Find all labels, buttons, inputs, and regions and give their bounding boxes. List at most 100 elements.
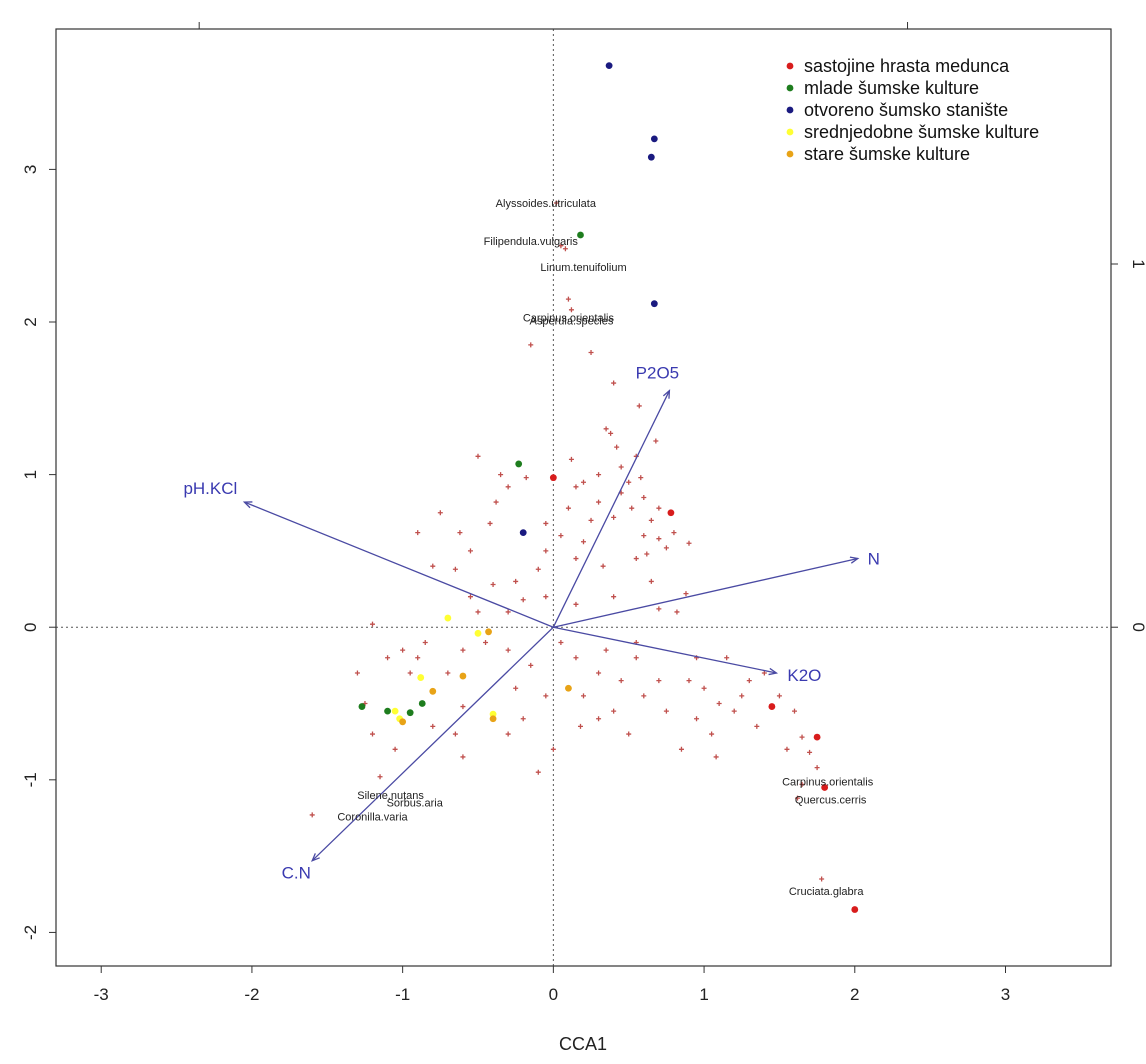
species-point bbox=[400, 647, 406, 653]
vector-label: N bbox=[868, 550, 880, 569]
species-label: Linum.tenuifolium bbox=[540, 262, 626, 274]
species-point bbox=[739, 693, 745, 699]
species-point bbox=[799, 734, 805, 740]
species-point bbox=[611, 594, 617, 600]
species-point bbox=[674, 609, 680, 615]
legend-swatch bbox=[786, 62, 794, 70]
species-point bbox=[370, 731, 375, 737]
legend-label: otvoreno šumsko stanište bbox=[804, 100, 1008, 120]
site-point bbox=[650, 135, 658, 143]
species-point bbox=[452, 731, 458, 737]
species-point bbox=[636, 403, 642, 409]
species-point bbox=[784, 746, 790, 752]
species-point bbox=[467, 548, 473, 554]
species-label: Asperula.species bbox=[530, 315, 614, 327]
species-point bbox=[422, 639, 428, 645]
species-point bbox=[633, 655, 639, 661]
species-point bbox=[475, 453, 481, 459]
species-point bbox=[663, 708, 669, 714]
species-points bbox=[309, 200, 825, 882]
species-point bbox=[596, 472, 602, 478]
species-point bbox=[629, 505, 635, 511]
species-point bbox=[553, 200, 559, 206]
species-point bbox=[626, 731, 632, 737]
legend-swatch bbox=[786, 150, 794, 158]
site-point bbox=[519, 529, 527, 536]
species-point bbox=[558, 533, 564, 539]
vector-label: P2O5 bbox=[636, 364, 679, 383]
y-tick-label: -1 bbox=[21, 772, 40, 787]
vector-arrow bbox=[553, 626, 777, 674]
species-label: Filipendula.vulgaris bbox=[484, 236, 579, 248]
species-point bbox=[437, 510, 443, 516]
species-point bbox=[528, 662, 534, 668]
species-point bbox=[648, 578, 654, 584]
species-point bbox=[683, 591, 689, 597]
species-point bbox=[819, 876, 825, 882]
site-point bbox=[565, 684, 572, 692]
species-point bbox=[573, 484, 579, 490]
species-point bbox=[776, 693, 782, 699]
species-point bbox=[656, 536, 662, 542]
species-point bbox=[385, 655, 391, 661]
species-point bbox=[807, 749, 813, 755]
species-point bbox=[596, 670, 602, 676]
species-point bbox=[611, 708, 617, 714]
species-point bbox=[430, 723, 436, 729]
species-point bbox=[513, 578, 519, 584]
species-point bbox=[452, 566, 458, 572]
species-point bbox=[633, 556, 639, 562]
species-point bbox=[558, 639, 564, 645]
species-point bbox=[498, 472, 504, 478]
species-point bbox=[392, 746, 398, 752]
species-point bbox=[493, 499, 499, 505]
site-point bbox=[577, 231, 584, 239]
species-label: Quercus.cerris bbox=[795, 795, 867, 807]
species-point bbox=[558, 243, 564, 249]
species-point bbox=[309, 812, 315, 818]
vector-label: pH.KCl bbox=[183, 479, 237, 498]
species-point bbox=[588, 517, 594, 523]
right-tick-label: 1 bbox=[1129, 259, 1146, 268]
species-point bbox=[611, 514, 617, 520]
x-tick-label: 0 bbox=[549, 985, 558, 1004]
site-point bbox=[384, 707, 391, 715]
species-point bbox=[671, 530, 677, 536]
species-point bbox=[638, 475, 644, 481]
species-point bbox=[520, 716, 526, 722]
site-point bbox=[549, 474, 557, 482]
species-point bbox=[535, 566, 541, 572]
x-tick-label: 1 bbox=[699, 985, 708, 1004]
site-point bbox=[650, 300, 658, 308]
species-point bbox=[565, 296, 571, 302]
species-point bbox=[568, 307, 574, 313]
species-point bbox=[713, 754, 719, 760]
species-point bbox=[377, 774, 383, 780]
species-point bbox=[407, 670, 413, 676]
legend-label: stare šumske kulture bbox=[804, 144, 970, 164]
site-point bbox=[417, 674, 425, 681]
site-point bbox=[444, 614, 452, 622]
species-point bbox=[505, 484, 511, 490]
species-point bbox=[460, 754, 466, 760]
site-point bbox=[821, 784, 829, 791]
species-point bbox=[588, 350, 594, 356]
x-tick-label: 2 bbox=[850, 985, 859, 1004]
species-point bbox=[354, 670, 360, 676]
vector-arrow bbox=[552, 390, 670, 628]
species-point bbox=[596, 499, 602, 505]
species-point bbox=[724, 655, 730, 661]
vector-label: K2O bbox=[787, 666, 821, 685]
species-point bbox=[641, 533, 647, 539]
species-point bbox=[596, 716, 602, 722]
species-point bbox=[415, 530, 421, 536]
species-point bbox=[460, 647, 466, 653]
species-point bbox=[505, 731, 511, 737]
species-point bbox=[644, 551, 650, 557]
species-point bbox=[487, 520, 493, 526]
species-point bbox=[795, 795, 801, 801]
vector-arrow bbox=[311, 626, 554, 862]
species-point bbox=[686, 678, 692, 684]
legend-label: mlade šumske kulture bbox=[804, 78, 979, 98]
